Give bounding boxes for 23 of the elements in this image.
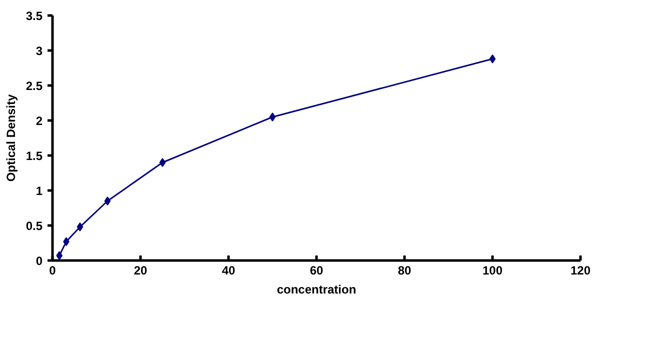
y-tick-label: 1.5 [26, 149, 43, 163]
x-tick-label: 120 [570, 264, 591, 278]
x-tick-label: 40 [222, 264, 236, 278]
x-tick-label: 60 [310, 264, 324, 278]
y-tick-label: 2.5 [26, 79, 43, 93]
point [269, 112, 276, 122]
x-tick-label: 20 [134, 264, 148, 278]
x-tick-label: 0 [49, 264, 56, 278]
y-tick-label: 3.5 [26, 9, 43, 23]
y-tick-label: 0.5 [26, 219, 43, 233]
y-axis-title: Optical Density [4, 94, 18, 182]
x-axis-title: concentration [276, 282, 356, 296]
y-tick-label: 2 [36, 114, 43, 128]
y-tick-label: 0 [36, 254, 43, 268]
y-tick-label: 1 [36, 184, 43, 198]
point [104, 196, 111, 206]
x-tick-label: 100 [482, 264, 503, 278]
y-tick-label: 3 [36, 44, 43, 58]
point [489, 54, 496, 64]
point [56, 251, 63, 260]
x-tick-label: 80 [398, 264, 412, 278]
point [76, 222, 84, 232]
point [159, 158, 166, 167]
